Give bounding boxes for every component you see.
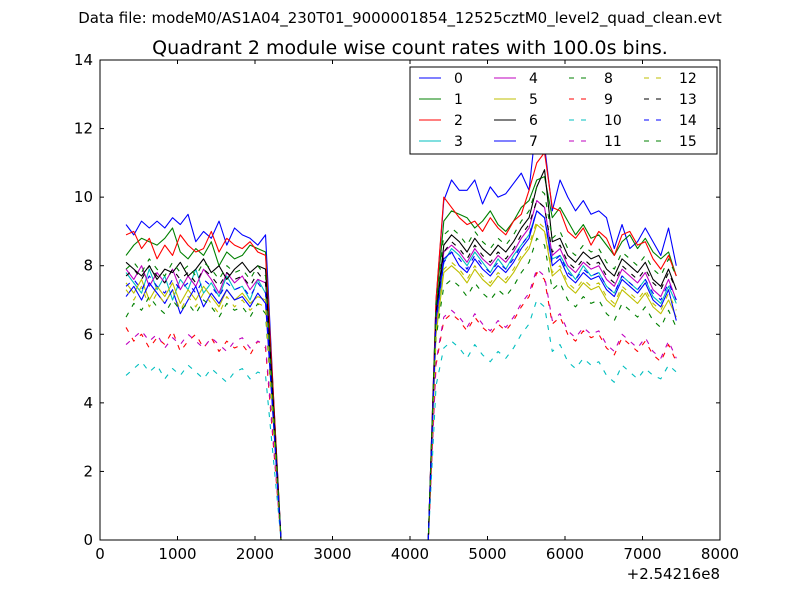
series-line-5 <box>125 224 677 541</box>
series-line-6 <box>125 169 677 541</box>
legend-label-4: 4 <box>529 71 538 87</box>
legend-label-1: 1 <box>454 92 463 108</box>
y-tick-label: 10 <box>74 188 93 206</box>
x-tick-label: 3000 <box>313 545 351 563</box>
y-tick-label: 2 <box>83 462 93 480</box>
legend-label-11: 11 <box>604 134 622 150</box>
series-line-11 <box>125 268 677 541</box>
x-axis-ticks: 0 1000 2000 3000 4000 5000 6000 7000 8000 <box>95 60 739 563</box>
x-tick-label: 7000 <box>623 545 661 563</box>
legend-label-6: 6 <box>529 113 538 129</box>
series-line-0 <box>125 117 677 541</box>
legend-label-12: 12 <box>679 71 697 87</box>
x-tick-label: 6000 <box>546 545 584 563</box>
series-line-2 <box>125 152 677 541</box>
legend-label-15: 15 <box>679 134 697 150</box>
x-tick-label: 8000 <box>701 545 739 563</box>
y-tick-label: 12 <box>74 120 93 138</box>
chart-title: Quadrant 2 module wise count rates with … <box>152 37 668 59</box>
legend-label-13: 13 <box>679 92 697 108</box>
legend-label-0: 0 <box>454 71 463 87</box>
y-tick-label: 6 <box>83 325 93 343</box>
legend-label-10: 10 <box>604 113 622 129</box>
legend-box <box>409 66 718 155</box>
legend-label-3: 3 <box>454 134 463 150</box>
legend-label-14: 14 <box>679 113 697 129</box>
x-offset-label: +2.54216e8 <box>627 565 720 583</box>
y-tick-label: 4 <box>83 394 93 412</box>
legend-label-5: 5 <box>529 92 538 108</box>
legend-label-8: 8 <box>604 71 613 87</box>
legend-label-2: 2 <box>454 113 463 129</box>
series-line-1 <box>125 176 677 541</box>
legend-label-9: 9 <box>604 92 613 108</box>
x-tick-label: 2000 <box>236 545 274 563</box>
series-line-7 <box>125 210 677 541</box>
series-line-13 <box>125 200 677 541</box>
series-line-12 <box>125 220 677 541</box>
x-tick-label: 0 <box>95 545 105 563</box>
data-file-title: Data file: modeM0/AS1A04_230T01_90000018… <box>78 9 722 27</box>
y-tick-label: 14 <box>74 51 93 69</box>
x-tick-label: 5000 <box>468 545 506 563</box>
y-tick-label: 8 <box>83 257 93 275</box>
series-line-10 <box>125 299 677 541</box>
series-line-9 <box>125 272 677 541</box>
series-line-4 <box>125 200 677 541</box>
series-line-3 <box>125 210 677 541</box>
x-tick-label: 1000 <box>158 545 196 563</box>
legend-label-7: 7 <box>529 134 538 150</box>
series-line-14 <box>125 210 677 541</box>
series-lines <box>125 117 677 541</box>
y-tick-label: 0 <box>83 531 93 549</box>
x-tick-label: 4000 <box>391 545 429 563</box>
